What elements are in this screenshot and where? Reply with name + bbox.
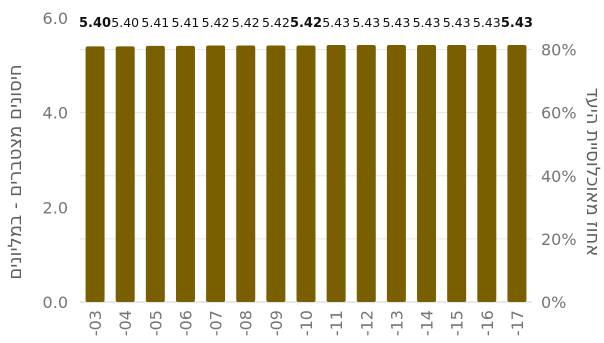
x-tick-label: -12 — [357, 310, 376, 336]
bar-value-label: 5.42 — [202, 15, 230, 30]
x-tick-label: -06 — [176, 310, 195, 336]
right-axis-ticks: 0% 20% 40% 60% 80% — [541, 41, 577, 312]
bar-value-label: 5.43 — [473, 15, 501, 30]
left-tick-label: 2.0 — [43, 198, 68, 217]
x-tick-label: -16 — [478, 310, 497, 336]
bar — [356, 44, 376, 302]
bar-value-label: 5.43 — [501, 16, 533, 31]
bar-value-label: 5.43 — [443, 15, 471, 30]
bar — [236, 45, 256, 302]
bar — [115, 46, 135, 303]
x-tick-label: -10 — [297, 310, 316, 336]
bar — [477, 44, 497, 302]
bar-value-label: 5.40 — [111, 15, 139, 30]
bar — [296, 45, 316, 302]
x-tick-label: -03 — [86, 310, 105, 336]
x-tick-label: -11 — [327, 310, 346, 336]
x-tick-label: -09 — [267, 310, 286, 336]
bar-value-label: 5.42 — [232, 15, 260, 30]
left-tick-label: 4.0 — [43, 104, 68, 123]
right-tick-label: 60% — [541, 104, 577, 123]
bar — [386, 44, 406, 302]
bar — [206, 45, 226, 302]
bar — [266, 45, 286, 302]
data-labels: 5.40 5.40 5.41 5.41 5.42 5.42 5.42 5.42 5.43 5.43… — [79, 15, 533, 31]
bar — [145, 45, 165, 302]
bar-value-label: 5.42 — [290, 16, 322, 31]
bar-value-label: 5.43 — [382, 15, 410, 30]
right-tick-label: 0% — [541, 293, 566, 312]
bar-value-label: 5.43 — [352, 15, 380, 30]
right-axis-title: אחוז מאוכלוסיית היעד — [582, 88, 603, 257]
left-axis-ticks: 0.0 2.0 4.0 6.0 — [43, 9, 68, 312]
bar — [175, 45, 195, 302]
bar-value-label: 5.40 — [79, 16, 111, 31]
x-tick-label: -05 — [146, 310, 165, 336]
left-axis-title: חיסונים מצטברים - במליונים — [5, 64, 26, 279]
left-tick-label: 0.0 — [43, 293, 68, 312]
right-tick-label: 40% — [541, 167, 577, 186]
x-tick-label: -08 — [237, 310, 256, 336]
bar — [417, 44, 437, 302]
bars — [85, 44, 527, 303]
bar — [326, 44, 346, 302]
bar — [447, 44, 467, 302]
bar-value-label: 5.42 — [262, 15, 290, 30]
x-tick-label: -17 — [508, 310, 527, 336]
x-tick-label: -07 — [207, 310, 226, 336]
bar-value-label: 5.43 — [413, 15, 441, 30]
x-tick-label: -13 — [387, 310, 406, 336]
x-axis-ticks: -03 -04 -05 -06 -07 -08 -09 -10 -11 -12 -13 -14 -15-… — [86, 310, 527, 336]
left-tick-label: 6.0 — [43, 9, 68, 28]
right-tick-label: 20% — [541, 230, 577, 249]
x-tick-label: -15 — [448, 310, 467, 336]
bar-value-label: 5.41 — [141, 15, 169, 30]
right-tick-label: 80% — [541, 41, 577, 60]
x-tick-label: -14 — [418, 310, 437, 336]
bar-value-label: 5.41 — [172, 15, 200, 30]
bar — [85, 46, 105, 303]
x-tick-label: -04 — [116, 310, 135, 336]
bar — [507, 44, 527, 302]
bar-value-label: 5.43 — [322, 15, 350, 30]
